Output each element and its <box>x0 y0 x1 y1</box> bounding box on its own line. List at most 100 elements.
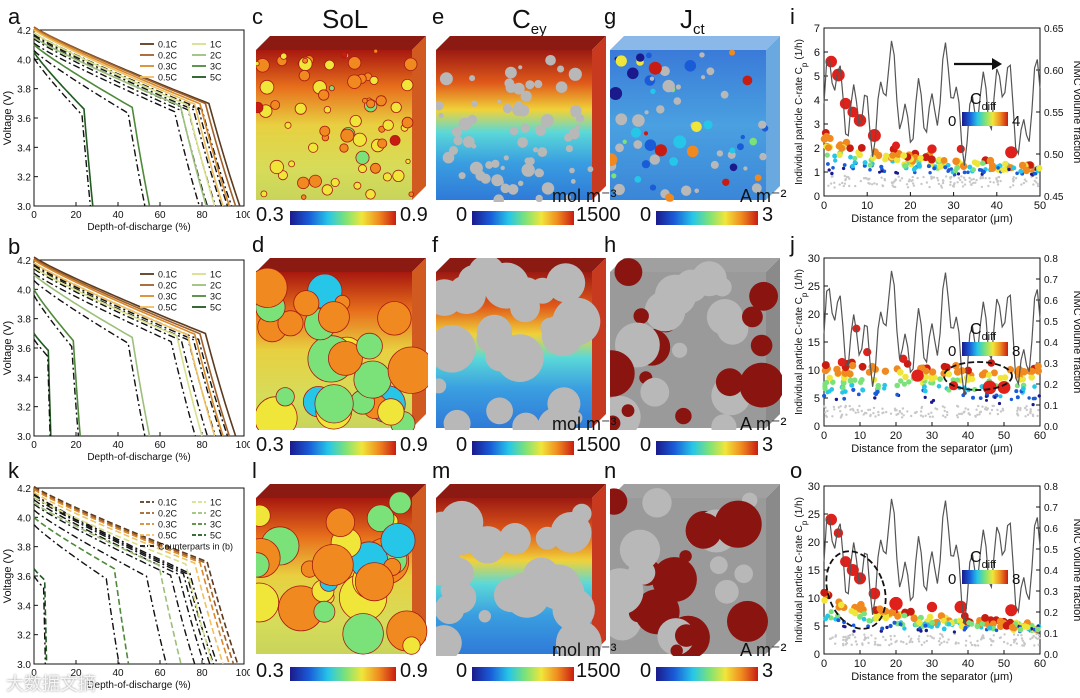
cube-side-face <box>412 484 426 654</box>
reference-curve <box>33 294 80 437</box>
particle <box>451 126 463 137</box>
ytick-label: 3.0 <box>17 660 31 671</box>
y-label-main: Individual particle C-rate C <box>794 297 805 415</box>
particle <box>649 154 660 165</box>
scatter-point <box>894 150 903 158</box>
scatter-point <box>975 178 978 182</box>
scatter-point <box>836 151 843 159</box>
legend-label: 0.2C <box>158 281 178 291</box>
scatter-point <box>921 415 925 418</box>
particle <box>458 172 466 180</box>
scatter-point <box>916 619 923 626</box>
scatter-point <box>840 413 844 416</box>
y-label-unit: (1/h) <box>794 39 805 60</box>
scatter-point <box>1037 634 1041 637</box>
scatter-point <box>1018 161 1027 170</box>
scatter-point <box>937 163 944 170</box>
scatter-point <box>988 164 996 172</box>
voltage-curve <box>33 491 224 665</box>
particle <box>502 103 513 114</box>
scatter-point <box>993 396 997 399</box>
scatter-point <box>842 184 845 188</box>
scatter-point <box>1022 181 1026 185</box>
scatter-point <box>1016 407 1020 411</box>
scatter-point <box>822 132 831 141</box>
title-jct-main: J <box>680 4 693 34</box>
voltage-curve <box>33 51 94 207</box>
panel-letter-f: f <box>432 232 439 257</box>
cb-cey-min-2: 0 <box>456 434 468 456</box>
ytick-label: 6 <box>814 47 820 59</box>
scatter-point <box>965 639 968 642</box>
scatter-point <box>931 415 934 418</box>
scatter-point <box>947 638 950 641</box>
scatter-point <box>1035 632 1038 636</box>
particle <box>382 172 392 182</box>
particle <box>259 79 275 95</box>
scatter-point <box>832 153 838 159</box>
scatter-point <box>910 614 918 623</box>
particle <box>615 55 627 67</box>
scatter-point <box>839 405 842 408</box>
panel-letter-n: n <box>604 458 617 483</box>
particle <box>534 80 543 89</box>
scatter-point <box>885 410 888 414</box>
legend-label: 5C <box>210 303 222 313</box>
cdiff-label: Cdiff <box>970 321 997 343</box>
particle <box>471 100 478 107</box>
scatter-point <box>990 643 993 647</box>
ytick-label: 0 <box>814 421 820 433</box>
cb-sol-max: 0.9 <box>400 204 428 226</box>
title-sol: SoL <box>322 4 369 34</box>
scatter-point <box>967 164 973 170</box>
particle <box>356 332 383 360</box>
particle <box>587 166 594 173</box>
xtick-label: 60 <box>154 210 166 221</box>
scatter-point <box>906 186 910 189</box>
scatter-point <box>895 392 900 397</box>
x-axis-label: Depth-of-discharge (%) <box>87 452 190 462</box>
scatter-point <box>952 157 960 166</box>
scatter-point <box>836 618 841 623</box>
scatter-point <box>919 414 923 417</box>
scatter-point <box>833 158 838 163</box>
particle <box>734 564 753 584</box>
scatter-point <box>906 379 912 385</box>
xtick-label: 40 <box>112 210 124 221</box>
scatter-point <box>954 377 961 383</box>
particle <box>557 65 565 73</box>
particle <box>535 526 559 550</box>
particle <box>436 325 476 373</box>
scatter-point <box>992 404 995 408</box>
scatter-point <box>968 375 976 383</box>
title-cey-sub: ey <box>530 21 547 39</box>
scatter-point <box>1029 637 1032 641</box>
cube-top-face <box>436 484 606 498</box>
particle <box>347 74 362 89</box>
particle <box>565 615 583 633</box>
large-particle <box>1005 146 1018 159</box>
ytick-label: 3.8 <box>17 315 31 326</box>
scatter-point <box>985 398 988 402</box>
scatter-point <box>851 633 854 636</box>
x-axis-label: Depth-of-discharge (%) <box>87 222 190 232</box>
particle <box>759 152 767 161</box>
scatter-point <box>893 634 896 638</box>
scatter-point <box>874 643 877 646</box>
particle <box>328 341 363 376</box>
panel-letter-o: o <box>790 458 803 483</box>
scatter-point <box>978 396 983 400</box>
particle <box>720 90 729 99</box>
scatter-point <box>998 394 1003 399</box>
particle <box>610 568 644 615</box>
scatter-point <box>882 635 885 639</box>
large-particle <box>911 369 924 382</box>
scatter-point <box>956 172 961 176</box>
legend-label: 5C <box>210 73 222 83</box>
particle <box>256 61 260 67</box>
scatter-point <box>868 177 871 180</box>
voltage-curve <box>33 332 52 437</box>
particle <box>377 138 388 149</box>
xtick-label: 20 <box>890 658 902 670</box>
xtick-label: 100 <box>236 668 250 679</box>
